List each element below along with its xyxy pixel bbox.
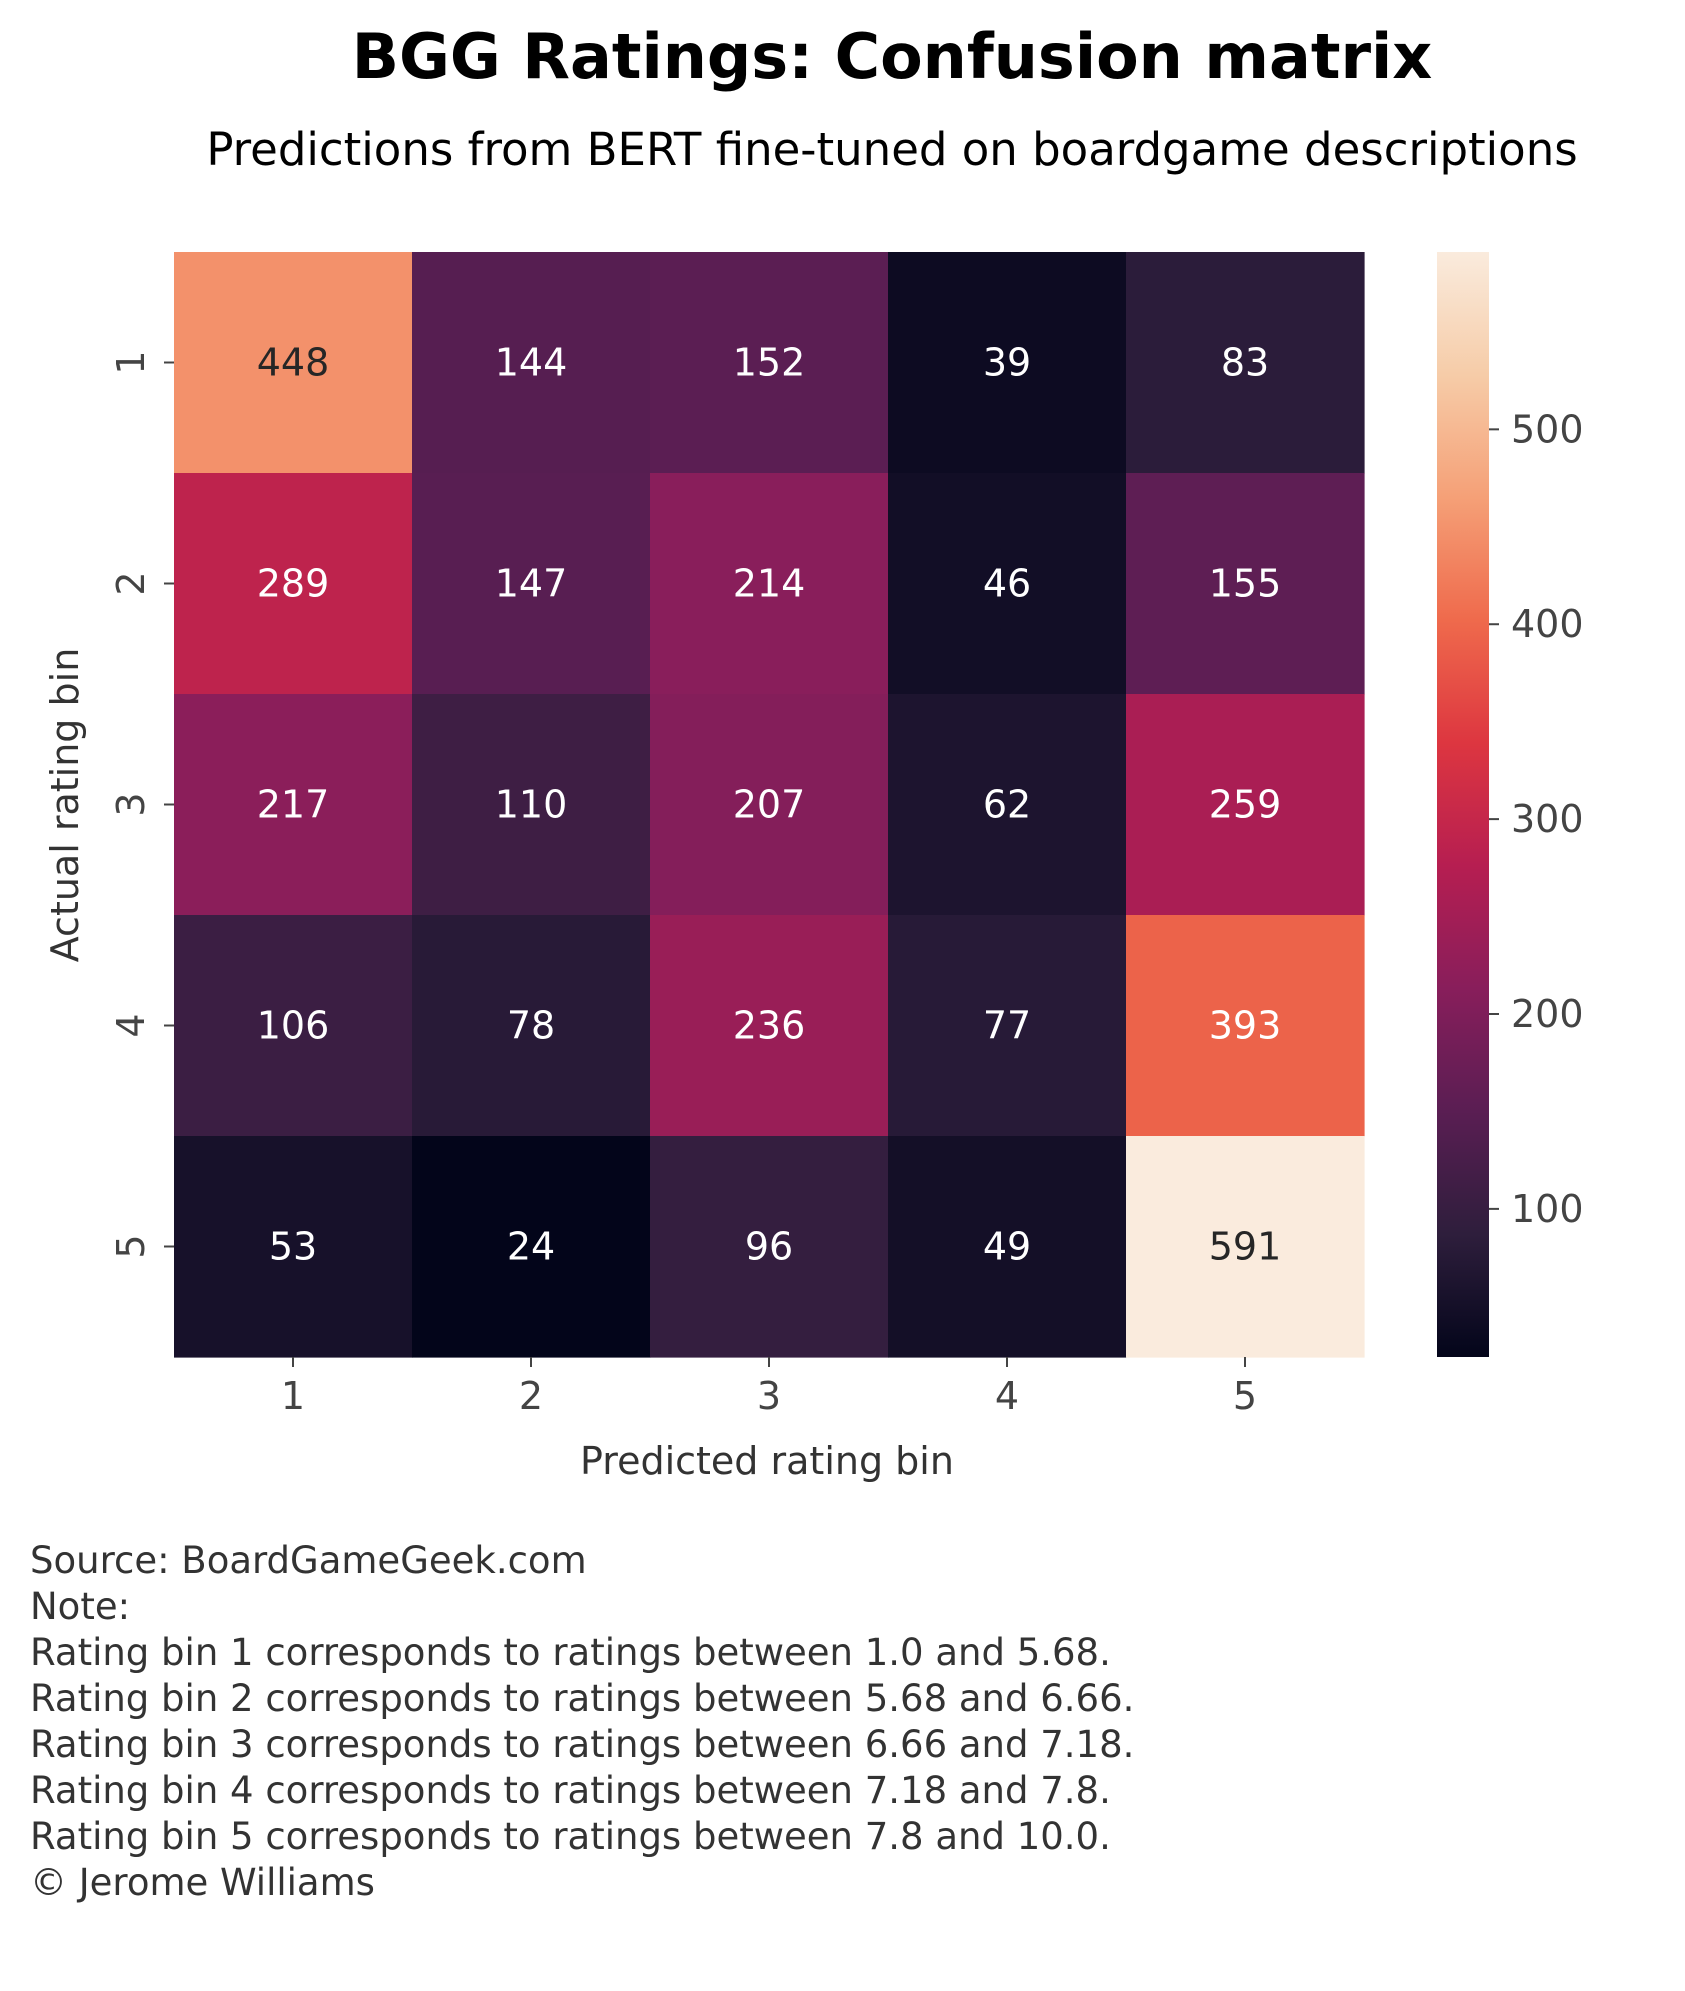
heatmap-cell-2-1 <box>174 473 413 695</box>
colorbar-ticks: 100 200 300 400 500 <box>1489 407 1584 1231</box>
note-label: Note: <box>30 1585 131 1628</box>
note-bin-1: Rating bin 1 corresponds to ratings betw… <box>30 1631 1111 1674</box>
y-tick-label-2: 2 <box>109 571 153 595</box>
cell-value-1-2: 144 <box>495 341 568 385</box>
note-bin-2: Rating bin 2 corresponds to ratings betw… <box>30 1677 1135 1720</box>
cell-value-1-4: 39 <box>983 341 1031 385</box>
heatmap-cell-5-1 <box>174 1136 413 1358</box>
heatmap-cell-4-5 <box>1126 915 1365 1137</box>
copyright-text: © Jerome Williams <box>30 1861 375 1904</box>
cell-value-5-3: 96 <box>745 1225 793 1269</box>
x-axis-ticks: 1 2 3 4 5 <box>281 1357 1257 1418</box>
heatmap-cell-3-4 <box>888 694 1127 916</box>
heatmap-cell-5-2 <box>412 1136 651 1358</box>
y-axis-label: Actual rating bin <box>43 648 87 963</box>
heatmap-cell-5-4 <box>888 1136 1127 1358</box>
x-tick-label-5: 5 <box>1233 1374 1257 1418</box>
chart-title: BGG Ratings: Confusion matrix <box>352 20 1433 93</box>
colorbar-tick-label-400: 400 <box>1511 602 1584 646</box>
heatmap-cell-1-3 <box>650 252 889 474</box>
cell-value-5-5: 591 <box>1209 1225 1282 1269</box>
colorbar-tick-label-300: 300 <box>1511 797 1584 841</box>
cell-value-4-1: 106 <box>257 1004 330 1048</box>
cell-value-1-1: 448 <box>257 341 330 385</box>
colorbar <box>1437 252 1489 1357</box>
x-tick-label-3: 3 <box>757 1374 781 1418</box>
cell-value-4-3: 236 <box>733 1004 806 1048</box>
y-tick-label-4: 4 <box>109 1013 153 1037</box>
heatmap-cell-4-4 <box>888 915 1127 1137</box>
heatmap-cell-1-1 <box>174 252 413 474</box>
footer-notes: Source: BoardGameGeek.com Note: Rating b… <box>30 1538 1134 1906</box>
y-tick-label-1: 1 <box>109 350 153 374</box>
cell-value-3-5: 259 <box>1209 783 1282 827</box>
heatmap-cell-3-1 <box>174 694 413 916</box>
cell-value-1-3: 152 <box>733 341 806 385</box>
colorbar-tick-label-100: 100 <box>1511 1187 1584 1231</box>
heatmap-cell-4-3 <box>650 915 889 1137</box>
x-tick-label-2: 2 <box>519 1374 543 1418</box>
cell-value-2-5: 155 <box>1209 562 1282 606</box>
cell-value-2-1: 289 <box>257 562 330 606</box>
note-bin-4: Rating bin 4 corresponds to ratings betw… <box>30 1769 1111 1812</box>
colorbar-tick-label-200: 200 <box>1511 992 1584 1036</box>
heatmap-cell-2-3 <box>650 473 889 695</box>
cell-value-2-3: 214 <box>733 562 806 606</box>
cell-value-3-1: 217 <box>257 783 330 827</box>
heatmap-cell-2-5 <box>1126 473 1365 695</box>
heatmap-cell-1-4 <box>888 252 1127 474</box>
heatmap-cells: 448 144 152 39 83 289 147 214 46 155 217 110 207 62 25… <box>174 252 1365 1358</box>
cell-value-4-5: 393 <box>1209 1004 1282 1048</box>
y-tick-label-5: 5 <box>109 1234 153 1258</box>
cell-value-3-3: 207 <box>733 783 806 827</box>
x-tick-label-4: 4 <box>995 1374 1019 1418</box>
chart-subtitle: Predictions from BERT fine-tuned on boar… <box>206 123 1577 176</box>
x-axis-label: Predicted rating bin <box>580 1439 954 1483</box>
cell-value-4-4: 77 <box>983 1004 1031 1048</box>
y-axis-ticks: 1 2 3 4 5 <box>109 350 174 1259</box>
heatmap-cell-3-5 <box>1126 694 1365 916</box>
cell-value-4-2: 78 <box>507 1004 555 1048</box>
heatmap-cell-2-2 <box>412 473 651 695</box>
heatmap-cell-2-4 <box>888 473 1127 695</box>
heatmap-cell-5-3 <box>650 1136 889 1358</box>
colorbar-tick-label-500: 500 <box>1511 407 1584 451</box>
cell-value-2-4: 46 <box>983 562 1031 606</box>
note-bin-3: Rating bin 3 corresponds to ratings betw… <box>30 1723 1135 1766</box>
note-bin-5: Rating bin 5 corresponds to ratings betw… <box>30 1815 1111 1858</box>
heatmap-cell-4-1 <box>174 915 413 1137</box>
x-tick-label-1: 1 <box>281 1374 305 1418</box>
heatmap-cell-3-2 <box>412 694 651 916</box>
cell-value-3-2: 110 <box>495 783 568 827</box>
heatmap-cell-1-2 <box>412 252 651 474</box>
cell-value-5-1: 53 <box>269 1225 317 1269</box>
cell-value-5-2: 24 <box>507 1225 555 1269</box>
cell-value-5-4: 49 <box>983 1225 1031 1269</box>
cell-value-2-2: 147 <box>495 562 568 606</box>
heatmap-cell-1-5 <box>1126 252 1365 474</box>
cell-value-3-4: 62 <box>983 783 1031 827</box>
heatmap-cell-3-3 <box>650 694 889 916</box>
heatmap-cell-5-5 <box>1126 1136 1365 1358</box>
source-text: Source: BoardGameGeek.com <box>30 1539 587 1582</box>
cell-value-1-5: 83 <box>1221 341 1269 385</box>
heatmap-cell-4-2 <box>412 915 651 1137</box>
y-tick-label-3: 3 <box>109 792 153 816</box>
